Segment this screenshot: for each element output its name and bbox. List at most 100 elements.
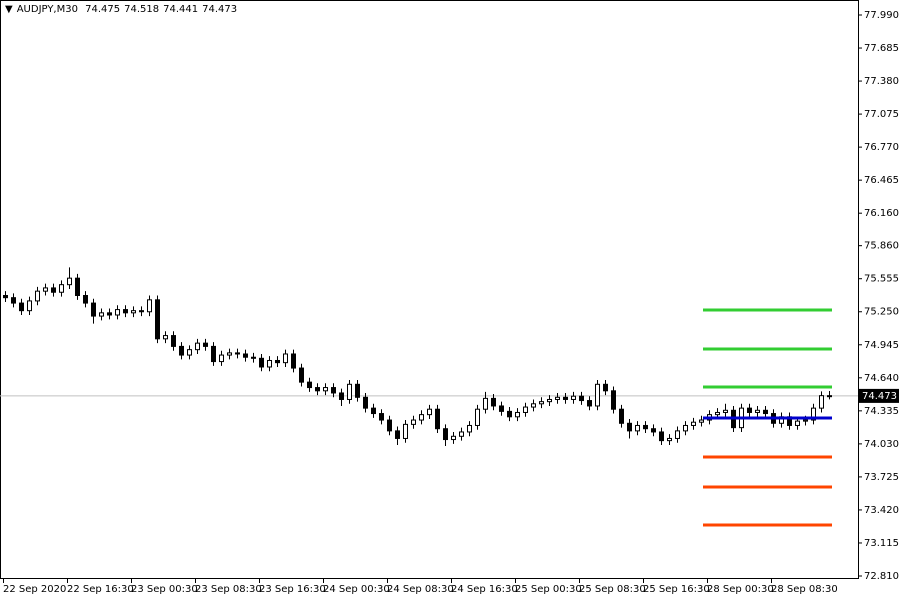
- candle-body: [699, 419, 704, 423]
- candle-body: [411, 419, 416, 425]
- candle-body: [403, 423, 408, 439]
- candle-body: [563, 396, 568, 400]
- candle-body: [51, 287, 56, 293]
- candle-body: [43, 287, 48, 292]
- y-tick-label: 76.465: [864, 175, 899, 186]
- candle-body: [555, 396, 560, 400]
- candle-body: [227, 352, 232, 356]
- x-tick-label: 23 Sep 00:30: [131, 584, 198, 595]
- y-tick-label: 75.555: [864, 274, 899, 285]
- candle-body: [579, 395, 584, 402]
- candle-body: [355, 383, 360, 398]
- candle-body: [419, 414, 424, 421]
- candle-body: [499, 405, 504, 412]
- candle-body: [643, 424, 648, 430]
- y-tick-label: 74.640: [864, 373, 899, 384]
- candle-body: [691, 421, 696, 426]
- candle-body: [635, 424, 640, 432]
- candle-body: [523, 406, 528, 413]
- candle-body: [283, 353, 288, 364]
- candle-body: [347, 383, 352, 400]
- y-tick-label: 75.860: [864, 241, 899, 252]
- candle-body: [187, 349, 192, 356]
- candle-body: [651, 428, 656, 433]
- candle-body: [371, 407, 376, 415]
- candle-body: [131, 310, 136, 314]
- candle-body: [379, 413, 384, 421]
- y-tick-label: 77.685: [864, 43, 899, 54]
- candle-body: [291, 353, 296, 369]
- candle-body: [571, 395, 576, 400]
- x-tick-label: 25 Sep 16:30: [643, 584, 710, 595]
- candle-body: [219, 354, 224, 363]
- candle-body: [107, 312, 112, 316]
- x-tick-label: 24 Sep 16:30: [451, 584, 518, 595]
- y-tick-label: 73.115: [864, 538, 899, 549]
- candle-body: [251, 356, 256, 359]
- candle-body: [427, 408, 432, 416]
- candle-body: [811, 407, 816, 421]
- last-open: 74.475: [85, 4, 121, 15]
- candle-body: [507, 410, 512, 418]
- candle-body: [795, 420, 800, 426]
- candle-body: [211, 345, 216, 363]
- candle-body: [171, 335, 176, 347]
- candle-body: [259, 357, 264, 368]
- candle-body: [819, 395, 824, 409]
- candle-body: [467, 424, 472, 433]
- menu-arrow[interactable]: ▼: [5, 4, 13, 15]
- candle-body: [539, 401, 544, 405]
- candle-body: [515, 411, 520, 418]
- candle-body: [603, 383, 608, 392]
- candle-body: [683, 424, 688, 432]
- y-tick-label: 74.945: [864, 340, 899, 351]
- candle-body: [667, 437, 672, 442]
- candle-body: [19, 302, 24, 312]
- y-tick-label: 74.030: [864, 439, 899, 450]
- candle-body: [659, 431, 664, 442]
- candle-body: [163, 335, 168, 340]
- candle-body: [395, 430, 400, 439]
- candle-body: [27, 300, 32, 312]
- candle-body: [339, 392, 344, 400]
- candle-body: [267, 359, 272, 368]
- candle-body: [803, 419, 808, 422]
- x-tick-label: 23 Sep 16:30: [259, 584, 326, 595]
- x-tick-label: 28 Sep 00:30: [707, 584, 774, 595]
- candle-body: [331, 387, 336, 394]
- price-label-box: [859, 388, 899, 403]
- candle-body: [531, 403, 536, 408]
- candle-body: [627, 422, 632, 432]
- x-tick-label: 24 Sep 08:30: [387, 584, 454, 595]
- candle-body: [827, 395, 832, 398]
- candle-body: [307, 381, 312, 389]
- x-tick-label: 25 Sep 00:30: [515, 584, 582, 595]
- plot-frame: [0, 0, 859, 579]
- x-tick-label: 28 Sep 08:30: [771, 584, 838, 595]
- last-low: 74.441: [163, 4, 199, 15]
- candle-body: [115, 309, 120, 316]
- symbol: AUDJPY,M30: [16, 4, 78, 15]
- last-close: 74.473: [202, 4, 238, 15]
- y-tick-label: 73.725: [864, 472, 899, 483]
- candle-body: [123, 309, 128, 314]
- y-tick-label: 75.250: [864, 307, 899, 318]
- y-tick-label: 76.770: [864, 142, 899, 153]
- last-high: 74.518: [124, 4, 160, 15]
- candle-body: [323, 387, 328, 392]
- candle-body: [67, 277, 72, 286]
- candle-body: [11, 297, 16, 304]
- candle-body: [147, 299, 152, 313]
- y-tick-label: 74.335: [864, 406, 899, 417]
- y-tick-label: 73.420: [864, 505, 899, 516]
- candle-body: [139, 310, 144, 313]
- candle-body: [243, 353, 248, 358]
- header: ▼ AUDJPY,M30 74.475 74.518 74.441 74.473: [5, 4, 241, 15]
- candle-body: [619, 408, 624, 424]
- candle-body: [387, 419, 392, 432]
- candle-body: [155, 299, 160, 340]
- candle-body: [715, 411, 720, 416]
- price-label: 74.473: [862, 391, 897, 402]
